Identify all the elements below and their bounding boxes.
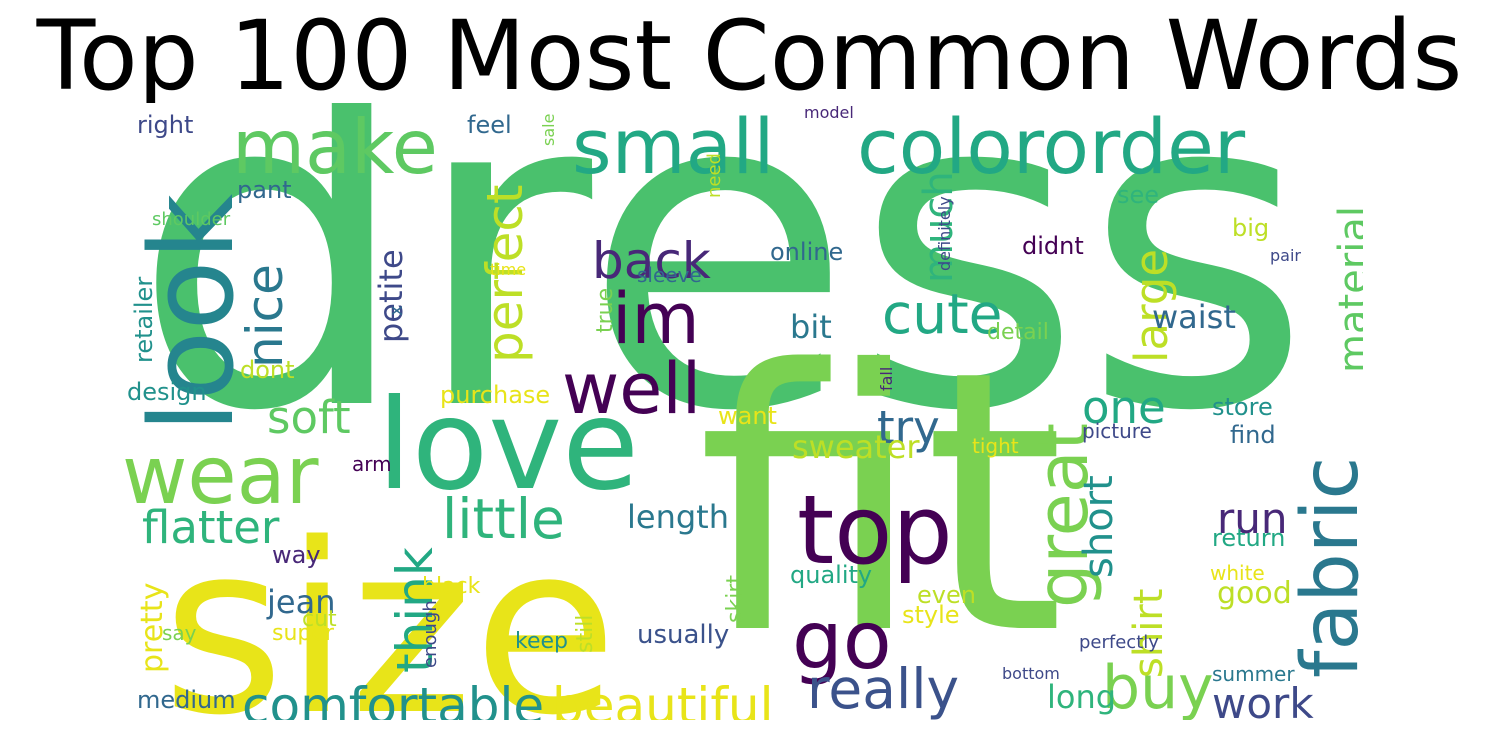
word-want: want: [718, 402, 777, 430]
word-great: great: [1022, 423, 1104, 608]
word-petite: petite: [372, 249, 410, 343]
word-comfortable: comfortable: [242, 677, 544, 720]
word-true: true: [593, 288, 618, 333]
word-good: good: [1217, 576, 1292, 611]
word-bottom: bottom: [1002, 664, 1060, 683]
word-sleeve: sleeve: [637, 263, 702, 287]
word-really: really: [807, 657, 959, 720]
word-say: say: [162, 621, 197, 645]
word-pair: pair: [1270, 246, 1301, 265]
word-even: even: [917, 581, 976, 609]
word-shoulder: shoulder: [152, 209, 231, 230]
word-small: small: [572, 103, 774, 191]
word-fall: fall: [877, 367, 896, 391]
word-find: find: [1230, 421, 1276, 449]
word-much: much: [916, 171, 962, 283]
word-pant: pant: [237, 176, 292, 204]
word-time: time: [490, 260, 526, 279]
word-dress: dress: [132, 103, 1312, 507]
word-size: size: [162, 494, 618, 720]
word-return: return: [1212, 524, 1285, 552]
word-nice: nice: [236, 264, 294, 368]
word-think: think: [386, 547, 444, 673]
word-see: see: [1117, 181, 1159, 209]
word-purchase: purchase: [440, 381, 550, 409]
word-cut: cut: [302, 607, 337, 632]
word-wear: wear: [122, 429, 319, 522]
word-one: one: [1082, 381, 1166, 434]
word-usually: usually: [637, 620, 729, 650]
word-perfectly: perfectly: [1079, 632, 1159, 653]
word-dont: dont: [240, 356, 295, 384]
word-buy: buy: [1102, 653, 1214, 720]
word-right: right: [137, 111, 193, 139]
word-way: way: [272, 541, 321, 569]
word-cute: cute: [882, 282, 1003, 346]
word-beautiful: beautiful: [552, 677, 774, 720]
word-look: look: [126, 193, 260, 433]
word-medium: medium: [137, 686, 236, 714]
word-cloud: dress fit size love look top wear colororder sma…: [122, 103, 1363, 720]
word-tight: tight: [972, 434, 1019, 458]
word-colororder: colororder: [857, 103, 1246, 191]
word-sale: sale: [539, 114, 558, 146]
word-enough: enough: [420, 600, 441, 668]
word-short: short: [1076, 475, 1122, 578]
word-long: long: [1047, 678, 1116, 716]
word-need: need: [704, 153, 725, 198]
word-work: work: [1212, 679, 1314, 720]
word-soft: soft: [267, 391, 351, 444]
word-im: im: [612, 278, 700, 360]
word-still: still: [573, 615, 598, 653]
chart-title: Top 100 Most Common Words: [36, 0, 1463, 112]
word-white: white: [1210, 561, 1265, 585]
word-detail: detail: [987, 320, 1049, 345]
word-fabric: fabric: [1286, 457, 1363, 678]
word-top: top: [797, 476, 953, 586]
word-fit: fit: [697, 294, 1065, 713]
word-little: little: [442, 487, 565, 551]
word-arm: arm: [352, 452, 392, 476]
word-length: length: [627, 498, 729, 536]
word-shirt: shirt: [1126, 589, 1172, 678]
word-store: store: [1212, 393, 1273, 421]
word-picture: picture: [1082, 419, 1152, 443]
word-pretty: pretty: [135, 583, 170, 673]
word-sweater: sweater: [792, 428, 920, 466]
word-model: model: [804, 103, 854, 122]
word-big: big: [1232, 214, 1269, 242]
word-make: make: [232, 103, 438, 191]
word-style: style: [902, 601, 960, 629]
word-well: well: [562, 348, 701, 430]
word-jean: jean: [266, 583, 335, 621]
word-keep: keep: [515, 629, 568, 654]
word-quality: quality: [790, 561, 872, 589]
word-summer: summer: [1212, 662, 1295, 686]
word-material: material: [1331, 206, 1363, 373]
word-waist: waist: [1152, 298, 1236, 336]
word-flatter: flatter: [142, 501, 280, 554]
word-design: design: [127, 378, 207, 406]
word-black: black: [422, 574, 481, 599]
word-large: large: [1125, 249, 1178, 363]
word-perfect: perfect: [476, 184, 534, 363]
word-go: go: [792, 594, 892, 687]
word-definitely: definitely: [935, 196, 954, 271]
word-x: x: [386, 305, 407, 316]
word-online: online: [770, 238, 843, 266]
word-run: run: [1217, 494, 1288, 543]
word-try: try: [877, 401, 940, 454]
word-didnt: didnt: [1022, 232, 1084, 260]
word-super: super: [272, 621, 335, 646]
word-feel: feel: [467, 111, 512, 139]
word-bit: bit: [790, 308, 832, 346]
word-love: love: [377, 373, 639, 518]
word-skirt: skirt: [723, 575, 748, 623]
word-retailer: retailer: [130, 277, 158, 363]
word-back: back: [592, 232, 711, 290]
